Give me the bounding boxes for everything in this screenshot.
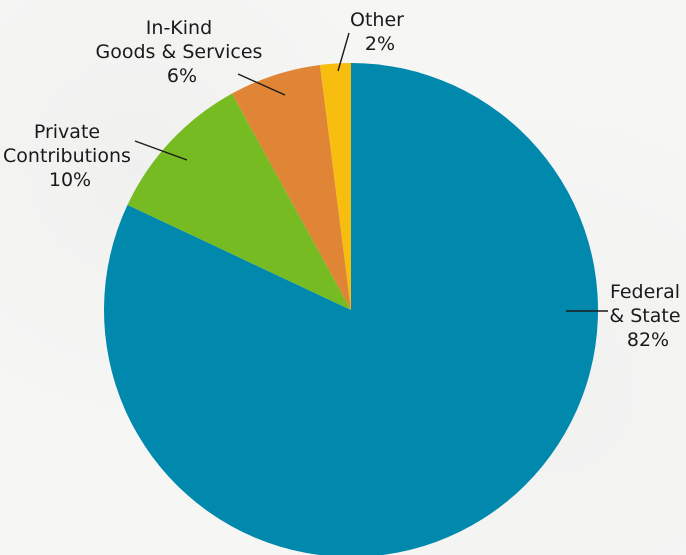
slice-label-other-line-1: Other [350, 9, 404, 31]
slice-label-private-contributions-line-2: Contributions [3, 145, 131, 167]
slice-label-in-kind-line-2: Goods & Services [96, 41, 263, 63]
slice-label-private-contributions-line-1: Private [34, 121, 100, 143]
slice-label-federal-state-line-1: Federal [610, 281, 680, 303]
slice-value-other: 2% [365, 33, 395, 55]
leader-line-in-kind [237, 73, 286, 96]
label-federal-state: Federal & State 82% [566, 281, 686, 351]
slice-label-private-contributions: Private Contributions 10% [3, 121, 137, 191]
pie-slice-federal-state [104, 63, 598, 555]
slice-value-in-kind: 6% [167, 65, 197, 87]
slice-value-private-contributions: 10% [49, 169, 91, 191]
slice-label-federal-state: Federal & State 82% [609, 281, 686, 351]
slice-value-federal-state: 82% [627, 329, 669, 351]
leader-line-other [337, 32, 350, 72]
slice-label-in-kind-line-1: In-Kind [146, 17, 212, 39]
slice-label-federal-state-line-2: & State [609, 305, 680, 327]
slice-label-other: Other 2% [350, 9, 410, 55]
pie-slice-other [320, 63, 351, 310]
label-in-kind: In-Kind Goods & Services 6% [96, 17, 286, 96]
pie-slice-in-kind [232, 64, 351, 311]
label-private-contributions: Private Contributions 10% [3, 121, 188, 191]
label-other: Other 2% [337, 9, 410, 72]
leader-line-private-contributions [134, 140, 188, 161]
pie-slice-private-contributions [127, 93, 351, 311]
slice-label-in-kind: In-Kind Goods & Services 6% [96, 17, 269, 87]
pie-slices [104, 63, 598, 555]
